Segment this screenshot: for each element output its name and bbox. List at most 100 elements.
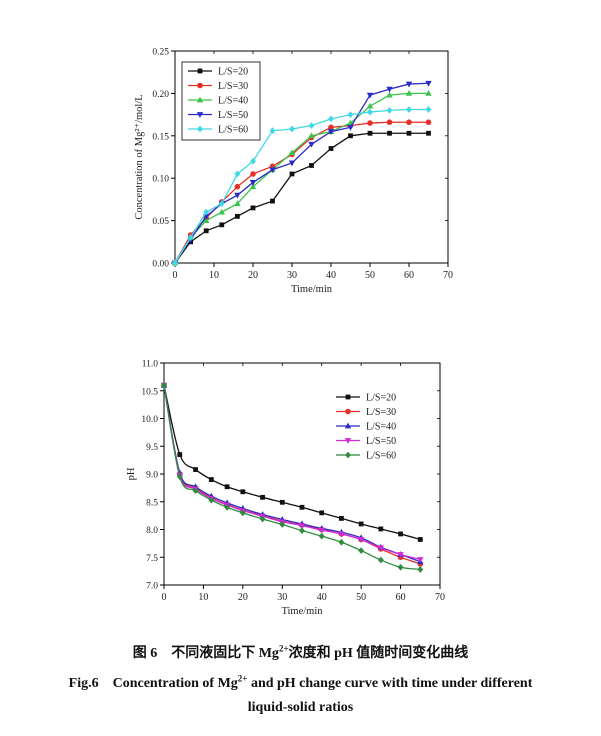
data-point — [250, 157, 256, 165]
data-point — [299, 504, 305, 510]
data-point — [366, 92, 374, 99]
y-tick-label: 8.5 — [146, 498, 158, 508]
x-tick-label: 40 — [326, 270, 336, 281]
data-point — [386, 91, 393, 98]
y-axis-label: Concentration of Mg²⁺/mol/L — [134, 94, 145, 219]
y-axis-label: pH — [126, 467, 137, 480]
data-point — [377, 545, 385, 552]
data-point — [219, 222, 225, 228]
x-tick-label: 10 — [198, 592, 208, 603]
data-point — [397, 563, 404, 571]
data-point — [406, 106, 412, 113]
legend-marker — [196, 96, 204, 103]
x-tick-label: 70 — [443, 270, 453, 281]
x-tick-label: 60 — [404, 270, 414, 281]
data-point — [367, 130, 373, 136]
data-point — [386, 119, 393, 126]
legend-label: L/S=40 — [366, 422, 396, 433]
data-point — [417, 537, 423, 542]
data-point — [328, 115, 334, 123]
data-point — [387, 130, 392, 136]
data-point — [235, 213, 240, 219]
data-point — [234, 183, 241, 190]
data-point — [386, 86, 393, 93]
data-point — [425, 106, 432, 113]
data-point — [406, 130, 412, 136]
data-point — [218, 208, 225, 215]
data-point — [234, 170, 241, 178]
data-point — [208, 477, 214, 482]
data-point — [339, 516, 344, 521]
data-point — [279, 499, 285, 505]
y-tick-label: 0.00 — [152, 260, 169, 270]
caption-cn-suffix: 浓度和 pH 值随时间变化曲线 — [288, 646, 469, 661]
y-tick-label: 9.0 — [146, 471, 158, 481]
data-point — [289, 125, 295, 133]
legend-label: L/S=30 — [366, 407, 396, 418]
data-point — [308, 122, 315, 130]
figure-caption-english: Fig.6 Concentration of Mg2+ and pH chang… — [0, 672, 601, 692]
mg-concentration-chart: 0 10 20 30 40 50 60 70 0.00 0.05 0.10 0.15 0.20 0.25 T… — [134, 48, 453, 296]
x-tick-label: 30 — [287, 270, 297, 281]
data-point — [367, 108, 373, 116]
data-point — [318, 532, 325, 540]
data-point — [398, 531, 403, 537]
x-tick-label: 0 — [173, 270, 178, 281]
data-point — [347, 111, 354, 118]
y-tick-label: 0.10 — [152, 175, 169, 185]
y-tick-label: 10.5 — [141, 387, 158, 397]
y-tick-label: 0.05 — [152, 217, 169, 227]
y-tick-label: 0.15 — [152, 132, 169, 142]
figure-charts: 0 10 20 30 40 50 60 70 0.00 0.05 0.10 0.15 0.20 0.25 T… — [126, 48, 453, 618]
legend-marker — [344, 422, 352, 429]
y-tick-label: 0.25 — [152, 48, 169, 58]
data-point — [270, 198, 275, 204]
legend-label: L/S=60 — [366, 451, 396, 462]
legend-frame — [181, 61, 261, 141]
series-l-s-60 — [161, 381, 424, 573]
data-point — [338, 531, 345, 538]
data-point — [161, 381, 167, 389]
data-point — [327, 129, 335, 135]
data-point — [386, 106, 393, 114]
data-point — [279, 521, 286, 528]
data-point — [425, 90, 432, 96]
data-point — [234, 200, 241, 207]
data-point — [259, 515, 266, 523]
caption-cn-prefix: 图 6 不同液固比下 Mg — [132, 646, 279, 661]
legend: L/S=20 L/S=30 L/S=40 L/S=50 L/S=60 — [181, 61, 261, 141]
caption-cn-sup: 2+ — [278, 643, 289, 654]
data-point — [203, 217, 210, 223]
data-point — [328, 146, 334, 151]
data-point — [269, 167, 276, 174]
data-point — [288, 160, 296, 167]
data-point — [417, 557, 424, 563]
caption-en-sup: 2+ — [237, 673, 248, 684]
data-point — [417, 566, 424, 573]
legend-label: L/S=50 — [218, 110, 248, 121]
data-point — [177, 452, 183, 457]
x-tick-label: 60 — [396, 592, 406, 603]
x-tick-label: 20 — [238, 592, 248, 603]
data-point — [299, 527, 305, 535]
legend-marker — [345, 451, 351, 459]
y-tick-label: 7.5 — [146, 554, 158, 564]
data-point — [347, 124, 354, 131]
data-point — [425, 119, 432, 126]
data-point — [249, 183, 257, 190]
legend-label: L/S=20 — [218, 67, 248, 78]
legend-label: L/S=20 — [366, 393, 396, 404]
data-point — [348, 133, 353, 139]
caption-en-suffix: and pH change curve with time under diff… — [247, 676, 533, 691]
data-point — [172, 259, 178, 267]
series-l-s-60 — [172, 106, 432, 267]
figure-caption-english-line2: liquid-solid ratios — [247, 700, 354, 715]
data-point — [176, 473, 183, 481]
data-point — [309, 163, 314, 168]
plot-frame — [163, 362, 441, 586]
data-point — [405, 90, 413, 96]
data-point — [239, 509, 246, 517]
x-tick-label: 50 — [356, 592, 366, 603]
data-point — [224, 484, 230, 490]
